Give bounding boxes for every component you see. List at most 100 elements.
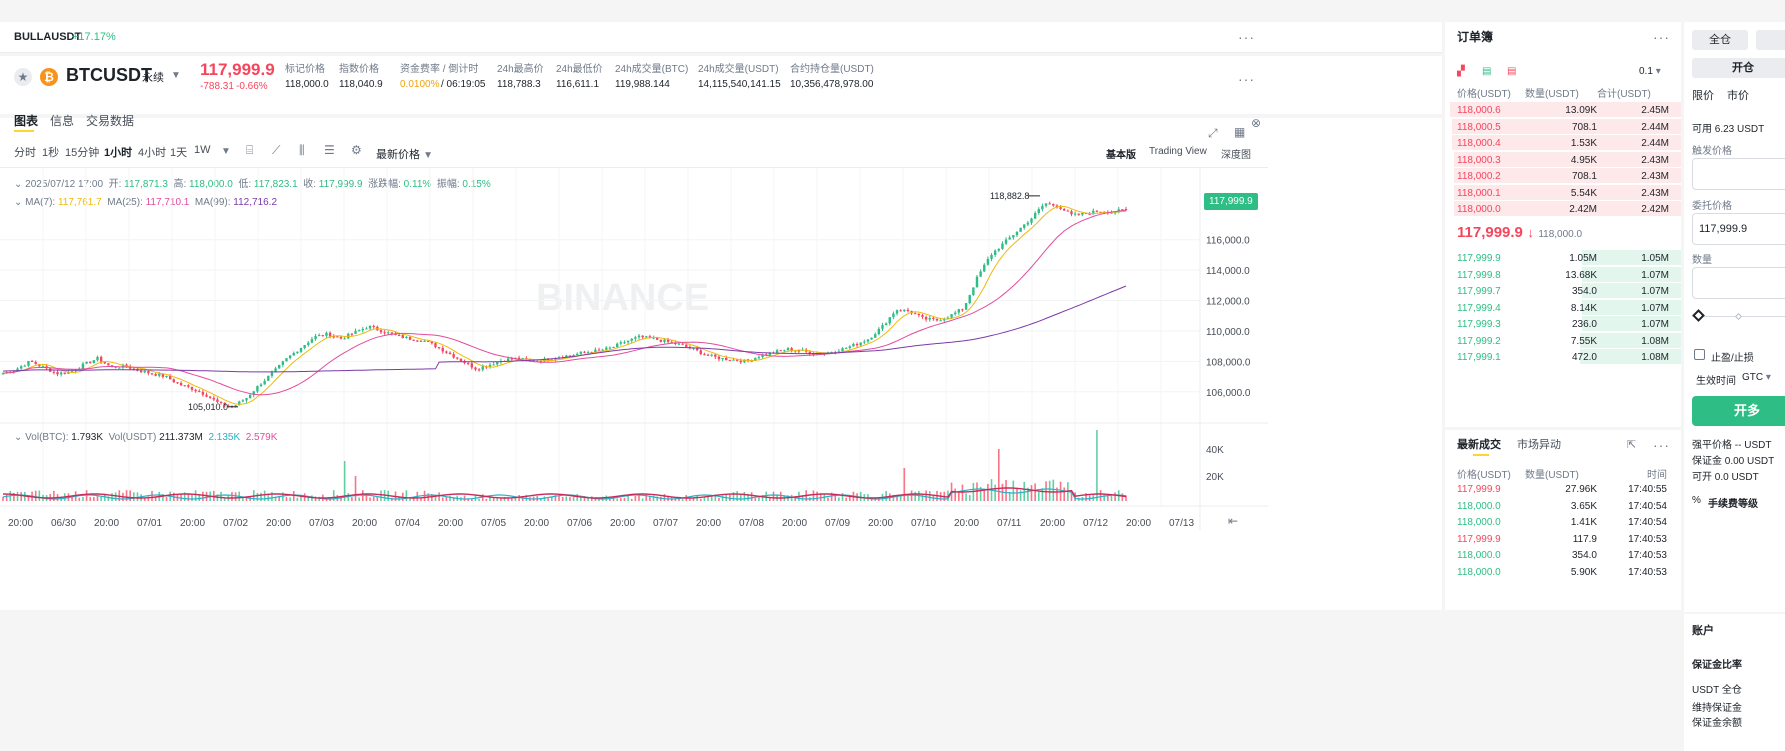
open-long-button[interactable]: 开多 — [1692, 396, 1785, 426]
trade-tab[interactable]: 最新成交 — [1457, 439, 1501, 451]
chevron-down-icon[interactable]: ▼ — [221, 146, 231, 157]
template-icon[interactable]: ☰ — [324, 143, 335, 157]
layout-bids-icon[interactable]: ▤ — [1482, 66, 1492, 77]
volume-bar — [151, 490, 153, 501]
scale-toggle-icon[interactable]: ⇤ — [1228, 514, 1239, 528]
volume-bar — [1121, 493, 1124, 501]
indicator-icon[interactable]: ⫼ — [299, 143, 305, 157]
orderbook-row[interactable]: 118,000.3 4.95K 2.43M — [1445, 151, 1681, 170]
candle-body — [245, 398, 248, 401]
candle-body — [92, 360, 96, 363]
order-type-tab[interactable]: 市价 — [1727, 90, 1749, 102]
trigger-price-input[interactable] — [1692, 158, 1785, 190]
volume-bar — [511, 498, 513, 501]
trade-tab[interactable]: 市场异动 — [1517, 439, 1561, 451]
interval-5[interactable]: 1天 — [170, 147, 188, 159]
strip-symbol[interactable]: BULLAUSDT — [14, 31, 82, 43]
more-icon[interactable]: ··· — [1653, 437, 1670, 453]
candle-body — [630, 338, 633, 341]
interval-1[interactable]: 1秒 — [42, 147, 60, 159]
orderbook-row[interactable]: 117,999.4 8.14K 1.07M — [1445, 299, 1681, 318]
candle-body — [768, 352, 772, 355]
volume-bar — [769, 496, 771, 501]
interval-2[interactable]: 15分钟 — [65, 147, 100, 159]
candle-body — [615, 343, 619, 348]
interval-6[interactable]: 1W — [194, 144, 211, 156]
volume-bar — [914, 491, 917, 501]
orderbook-row[interactable]: 117,999.1 472.0 1.08M — [1445, 348, 1681, 367]
volume-bar — [452, 497, 455, 501]
more-icon[interactable]: ··· — [1238, 29, 1255, 45]
orderbook-row[interactable]: 118,000.1 5.54K 2.43M — [1445, 184, 1681, 203]
volume-bar — [692, 497, 695, 501]
order-price-input[interactable]: 117,999.9 — [1692, 213, 1785, 245]
orderbook-row[interactable]: 117,999.3 236.0 1.07M — [1445, 315, 1681, 334]
open-tab[interactable]: 开仓 — [1692, 58, 1785, 78]
interval-4[interactable]: 4小时 — [138, 147, 167, 159]
grid-layout-icon[interactable]: ▦ — [1234, 125, 1246, 139]
orderbook-row[interactable]: 118,000.2 708.1 2.43M — [1445, 167, 1681, 186]
view-mode[interactable]: Trading View — [1149, 146, 1207, 157]
volume-bar — [630, 498, 633, 501]
quantity-input[interactable] — [1692, 267, 1785, 299]
orderbook-row[interactable]: 118,000.4 1.53K 2.44M — [1445, 134, 1681, 153]
chart-tab[interactable]: 图表 — [14, 114, 39, 128]
orderbook-row[interactable]: 118,000.5 708.1 2.44M — [1445, 118, 1681, 137]
tpsl-checkbox[interactable] — [1694, 349, 1705, 360]
leverage-button[interactable] — [1756, 30, 1785, 50]
stat-value: 14,115,540,141.15 — [698, 79, 781, 90]
external-link-icon[interactable]: ⇱ — [1627, 439, 1637, 451]
volume-bar — [899, 494, 902, 501]
volume-bar — [816, 491, 818, 501]
slider-mark[interactable] — [1734, 312, 1743, 321]
volume-bar — [623, 497, 626, 501]
fullscreen-icon[interactable]: ⤢ — [1208, 126, 1218, 140]
layout-both-icon[interactable]: ▞ — [1457, 66, 1465, 77]
chart-panel: 图表 信息 交易数据 ⤢ ▦ ⊗ 分时 1秒 15分钟 1小时 4小时 1天 1W ▼ ⌸ ⟋ ⫼ ☰ ⚙ … — [0, 114, 1442, 610]
slider-handle[interactable] — [1692, 309, 1705, 322]
candle-body — [299, 347, 303, 352]
trade-price: 118,000.0 — [1457, 500, 1501, 512]
candlestick-chart[interactable]: BINANCE 116,000.0 114,000.0 112,000.0 110,0… — [0, 118, 1268, 538]
price-type-select[interactable]: 最新价格 ▼ — [376, 149, 433, 161]
volume-bar — [689, 498, 691, 501]
margin-mode-button[interactable]: 全仓 — [1692, 30, 1748, 50]
view-mode[interactable]: 基本版 — [1106, 150, 1136, 161]
volume-bar — [183, 492, 186, 501]
view-mode[interactable]: 深度图 — [1221, 150, 1251, 161]
candle-body — [932, 318, 935, 320]
tif-select[interactable]: GTC ▾ — [1742, 372, 1771, 383]
orderbook-row[interactable]: 117,999.8 13.68K 1.07M — [1445, 266, 1681, 285]
interval-3[interactable]: 1小时 — [104, 147, 133, 159]
stat-label[interactable]: 指数价格 — [339, 64, 379, 75]
precision-select[interactable]: 0.1 ▾ — [1639, 66, 1661, 77]
more-icon[interactable]: ··· — [1238, 71, 1255, 87]
symbol-name[interactable]: BTCUSDT — [66, 65, 152, 85]
trade-time: 17:40:55 — [1628, 484, 1667, 495]
contract-type[interactable]: 永续 — [142, 72, 164, 84]
orderbook-row[interactable]: 118,000.0 2.42M 2.42M — [1445, 200, 1681, 219]
draw-icon[interactable]: ⟋ — [272, 143, 281, 157]
orderbook-row[interactable]: 117,999.7 354.0 1.07M — [1445, 282, 1681, 301]
more-icon[interactable]: ··· — [1653, 29, 1670, 45]
layout-asks-icon[interactable]: ▤ — [1507, 66, 1517, 77]
chart-tab[interactable]: 信息 — [50, 114, 75, 128]
orderbook-row[interactable]: 117,999.2 7.55K 1.08M — [1445, 332, 1681, 351]
favorite-star-icon[interactable]: ★ — [14, 68, 32, 86]
chart-tab[interactable]: 交易数据 — [86, 114, 135, 128]
trade-qty: 5.90K — [1570, 566, 1597, 578]
orderbook-row[interactable]: 118,000.6 13.09K 2.45M — [1445, 101, 1681, 120]
settings-icon[interactable]: ⚙ — [351, 143, 362, 157]
order-type-tab[interactable]: 限价 — [1692, 90, 1714, 102]
stat-label[interactable]: 合约持仓量(USDT) — [790, 64, 874, 75]
candle-body — [168, 375, 172, 380]
orderbook-row[interactable]: 117,999.9 1.05M 1.05M — [1445, 249, 1681, 268]
candle-body — [648, 336, 652, 338]
chevron-down-icon[interactable]: ▼ — [171, 70, 181, 81]
candles-icon[interactable]: ⌸ — [246, 143, 254, 157]
candle-body — [765, 354, 768, 356]
fee-tier[interactable]: 手续费等级 — [1708, 499, 1758, 510]
interval-0[interactable]: 分时 — [14, 147, 36, 159]
candle-body — [16, 368, 19, 371]
close-icon[interactable]: ⊗ — [1251, 116, 1262, 130]
